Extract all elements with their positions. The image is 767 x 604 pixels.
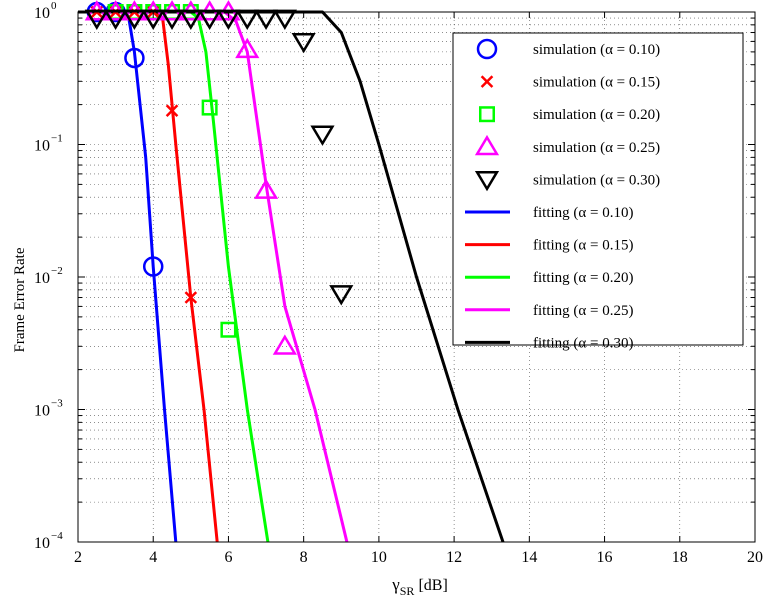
marker-x [480, 75, 494, 88]
legend-entry: simulation (α = 0.20) [479, 106, 660, 123]
x-tick-label: 6 [224, 549, 232, 566]
plot-markers [84, 0, 354, 355]
legend-label: fitting (α = 0.20) [533, 270, 633, 286]
legend-entry: fitting (α = 0.25) [465, 303, 633, 319]
marker-triangle-down [122, 9, 147, 30]
x-tick-label: 2 [74, 549, 82, 566]
legend-entry: fitting (α = 0.10) [465, 205, 633, 221]
legend-entry: fitting (α = 0.30) [465, 335, 633, 351]
legend-label: fitting (α = 0.25) [533, 303, 633, 319]
marker-triangle-down [474, 170, 500, 192]
legend-entry: fitting (α = 0.15) [465, 238, 633, 254]
legend-box [452, 32, 744, 346]
legend-entry: simulation (α = 0.30) [474, 170, 660, 192]
marker-triangle-down [235, 9, 260, 30]
y-tick-exponent: −4 [51, 530, 63, 542]
marker-square [479, 106, 495, 123]
legend-entry: simulation (α = 0.10) [476, 38, 660, 60]
marker-triangle-down [178, 9, 203, 30]
marker-triangle-down [159, 9, 185, 30]
legend-entry: simulation (α = 0.25) [474, 134, 660, 156]
marker-triangle-down [253, 9, 279, 30]
y-tick-exponent: −3 [51, 398, 63, 410]
legend: simulation (α = 0.10) simulation (α = 0.1… [452, 32, 744, 351]
marker-triangle-down [103, 9, 128, 30]
legend-label: simulation (α = 0.10) [533, 42, 660, 58]
marker-x-stroke [184, 291, 198, 304]
marker-x [165, 104, 179, 117]
legend-entry: simulation (α = 0.15) [480, 75, 660, 91]
marker-circle [476, 38, 498, 60]
y-tick-label: 10 [34, 270, 50, 287]
legend-label: simulation (α = 0.30) [533, 172, 660, 188]
marker-triangle-up [474, 134, 500, 156]
y-tick-exponent: −2 [51, 265, 63, 277]
marker-x [184, 291, 198, 304]
y-tick-label: 10 [34, 535, 50, 552]
legend-entry: fitting (α = 0.20) [465, 270, 633, 286]
marker-triangle-up [272, 334, 297, 355]
legend-label: fitting (α = 0.10) [533, 205, 633, 221]
y-tick-exponent: −1 [51, 133, 63, 145]
legend-label: simulation (α = 0.15) [533, 75, 660, 91]
marker-triangle-up [235, 37, 260, 59]
marker-square [201, 99, 218, 116]
x-tick-label: 4 [149, 549, 157, 566]
y-tick-label: 10 [34, 138, 50, 155]
x-tick-label: 20 [747, 549, 763, 566]
marker-triangle-down [291, 32, 316, 54]
y-tick-label: 10 [34, 403, 50, 420]
marker-square [220, 321, 237, 338]
marker-triangle-down [310, 125, 335, 146]
x-axis-label: γSR [dB] [391, 575, 448, 598]
x-tick-label: 12 [446, 549, 462, 566]
marker-triangle-down [216, 9, 241, 30]
y-tick-exponent: 0 [51, 0, 57, 12]
marker-triangle-down [272, 9, 297, 30]
legend-label: fitting (α = 0.15) [533, 238, 633, 254]
marker-circle [124, 47, 145, 69]
x-tick-label: 14 [521, 549, 537, 566]
y-tick-label: 10 [34, 5, 50, 22]
x-tick-label: 18 [672, 549, 688, 566]
marker-triangle-down [141, 9, 166, 30]
marker-circle [142, 256, 164, 277]
x-tick-label: 8 [300, 549, 308, 566]
marker-x-stroke [165, 104, 179, 117]
marker-triangle-down [329, 285, 354, 306]
x-tick-label: 16 [597, 549, 613, 566]
marker-triangle-up [253, 178, 279, 199]
legend-label: simulation (α = 0.25) [533, 140, 660, 156]
legend-label: simulation (α = 0.20) [533, 107, 660, 123]
y-axis-label: Frame Error Rate [12, 247, 28, 352]
marker-triangle-down [197, 9, 222, 30]
legend-label: fitting (α = 0.30) [533, 335, 633, 351]
marker-triangle-down [84, 9, 109, 30]
marker-x-stroke [480, 75, 494, 88]
x-tick-label: 10 [371, 549, 387, 566]
series-line [78, 10, 505, 543]
series-line [78, 10, 349, 543]
axes [77, 11, 756, 543]
